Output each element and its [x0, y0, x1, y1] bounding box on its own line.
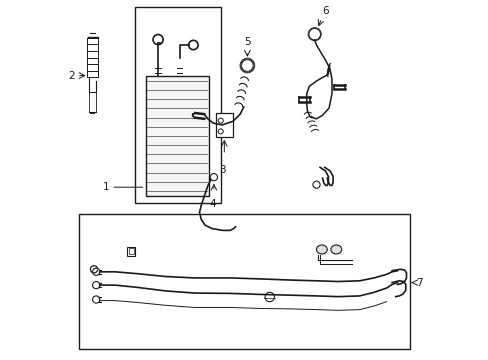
Bar [127, 247, 135, 256]
Bar [145, 76, 208, 196]
Text: 3: 3 [219, 165, 226, 175]
Bar [145, 76, 208, 196]
Ellipse shape [330, 245, 341, 254]
Ellipse shape [316, 245, 326, 254]
Text: 2: 2 [68, 71, 75, 81]
Bar [215, 113, 232, 137]
Text: 1: 1 [102, 182, 109, 192]
Text: 6: 6 [321, 6, 328, 16]
Text: 5: 5 [243, 37, 250, 47]
Text: 4: 4 [209, 199, 216, 209]
Bar [129, 248, 134, 254]
Bar [79, 214, 409, 349]
Text: 7: 7 [415, 278, 422, 288]
Bar [134, 7, 221, 203]
